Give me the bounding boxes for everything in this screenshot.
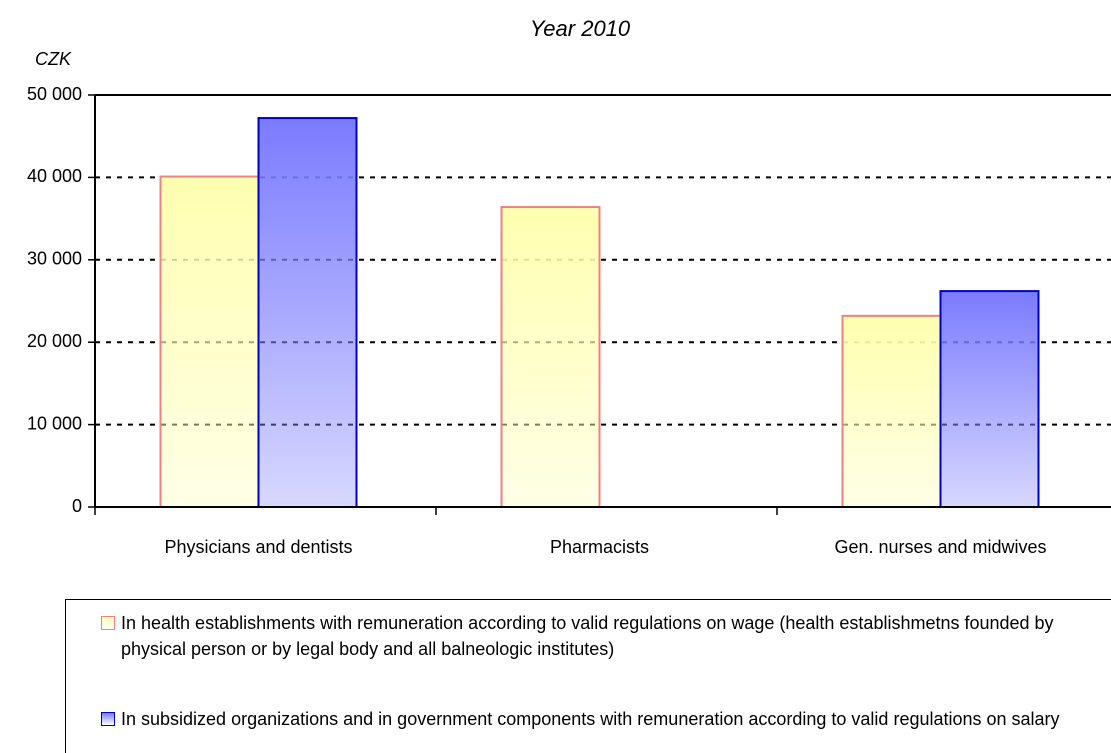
y-tick-label: 30 000: [27, 249, 82, 269]
bar: [500, 206, 601, 508]
y-tick-label: 50 000: [27, 84, 82, 104]
bar: [159, 175, 260, 509]
y-tick-label: 0: [72, 496, 82, 516]
bar: [841, 314, 942, 508]
chart-title: Year 2010: [530, 16, 631, 41]
bar: [939, 290, 1040, 508]
legend-item: In subsidized organizations and in gover…: [101, 706, 1081, 732]
legend-swatch: [101, 616, 115, 630]
y-axis-label: CZK: [35, 49, 72, 69]
y-tick-label: 10 000: [27, 413, 82, 433]
legend-label: In health establishments with remunerati…: [121, 613, 1054, 659]
legend-label: In subsidized organizations and in gover…: [121, 709, 1060, 729]
y-tick-label: 20 000: [27, 331, 82, 351]
legend-item: In health establishments with remunerati…: [101, 610, 1081, 662]
x-tick-label: Physicians and dentists: [164, 537, 352, 557]
bar: [257, 117, 358, 509]
legend: In health establishments with remunerati…: [65, 599, 1111, 753]
chart: Year 2010 CZK 0 10 000 20 000 30 000 40 000 5…: [27, 16, 1111, 557]
y-tick-label: 40 000: [27, 166, 82, 186]
legend-swatch: [101, 712, 115, 726]
x-tick-label: Pharmacists: [550, 537, 649, 557]
x-tick-label: Gen. nurses and midwives: [834, 537, 1046, 557]
